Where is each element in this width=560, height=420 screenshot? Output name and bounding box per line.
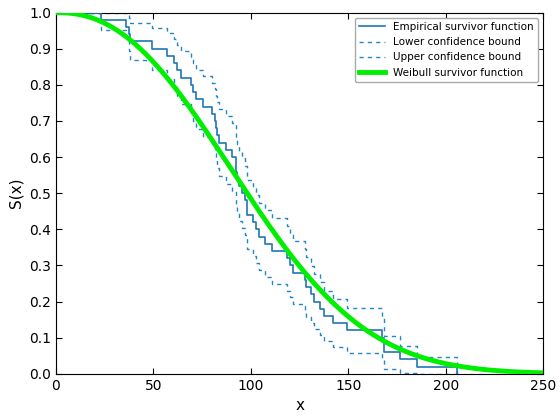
Weibull survivor function [436,360,443,365]
Lower confidence bound [212,150,218,155]
Line: Weibull survivor function: Weibull survivor function [56,13,543,373]
Lower confidence bound [454,371,460,376]
Weibull survivor function [77,12,84,17]
Weibull survivor function [525,370,532,375]
Line: Empirical survivor function: Empirical survivor function [56,13,457,374]
Empirical survivor function [290,270,296,275]
Empirical survivor function [213,126,220,131]
Y-axis label: S(x): S(x) [8,178,24,208]
Empirical survivor function [53,10,59,15]
Lower confidence bound [290,301,296,306]
Upper confidence bound [269,215,276,220]
Legend: Empirical survivor function, Lower confidence bound, Upper confidence bound, Wei: Empirical survivor function, Lower confi… [354,18,538,82]
Weibull survivor function [53,10,59,15]
X-axis label: x: x [295,398,304,413]
Empirical survivor function [454,371,460,376]
Upper confidence bound [212,87,218,92]
Upper confidence bound [190,61,197,66]
Empirical survivor function [190,89,197,94]
Lower confidence bound [414,371,421,376]
Lower confidence bound [53,10,59,15]
Lower confidence bound [269,281,276,286]
Lower confidence bound [190,118,197,123]
Upper confidence bound [290,239,296,244]
Upper confidence bound [414,354,421,360]
Empirical survivor function [269,249,276,254]
Lower confidence bound [213,158,220,163]
Empirical survivor function [212,118,218,123]
Upper confidence bound [454,371,460,376]
Empirical survivor function [414,364,421,369]
Weibull survivor function [526,370,533,375]
Weibull survivor function [277,238,283,243]
Lower confidence bound [396,370,403,375]
Weibull survivor function [540,370,547,375]
Line: Upper confidence bound: Upper confidence bound [56,13,457,374]
Upper confidence bound [53,10,59,15]
Weibull survivor function [290,255,296,260]
Upper confidence bound [213,93,220,98]
Line: Lower confidence bound: Lower confidence bound [56,13,457,374]
